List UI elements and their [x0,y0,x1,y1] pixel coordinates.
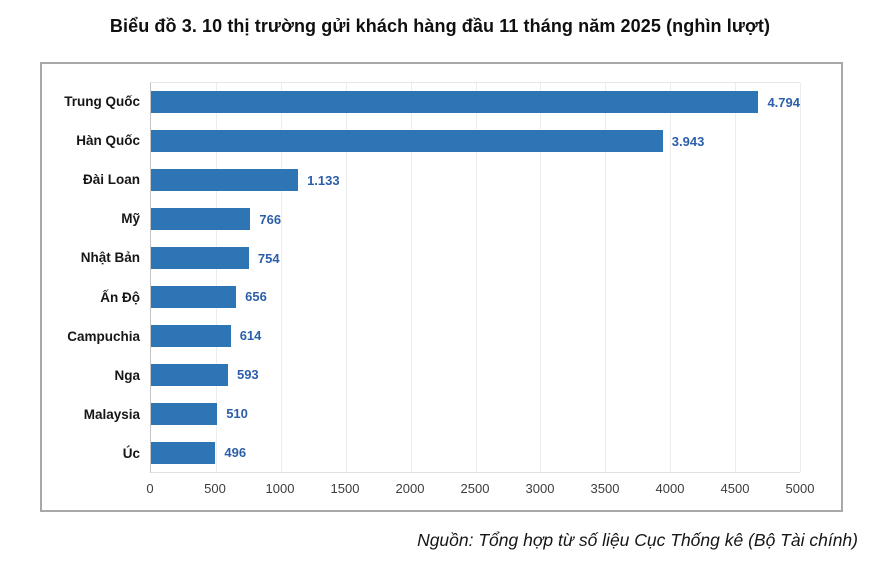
x-axis: 0 500 1000 1500 2000 2500 3000 3500 4000 4500 5000 [146,473,814,505]
chart-card: Trung Quốc Hàn Quốc Đài Loan Mỹ Nhật Bản Ấn Đ… [40,62,843,512]
bar [151,402,218,425]
bar [151,324,231,347]
bar-row: 754 [151,239,800,278]
category-label: Nga [114,367,140,383]
category-label: Úc [122,445,140,461]
bar [151,91,759,114]
category-label: Mỹ [121,211,140,227]
x-tick-label: 4500 [720,481,750,496]
bar [151,130,663,153]
value-label: 656 [245,289,267,305]
x-tick-label: 2000 [395,481,425,496]
value-label: 754 [257,250,280,266]
bar-row: 3.943 [151,122,800,161]
value-label: 4.794 [767,94,800,110]
bar-row: 510 [151,394,800,433]
bar-row: 1.133 [151,161,800,200]
bar [151,441,216,464]
x-tick-label: 3500 [590,481,620,496]
bar-rows: 4.794 3.943 1.133 766 754 656 614 593 510 496 [151,83,800,472]
gridline [800,83,801,472]
bar-row: 766 [151,200,800,239]
gridline [410,83,412,472]
gridline [215,83,217,472]
category-label: Malaysia [83,406,140,422]
gridline [345,83,347,472]
x-tick-label: 500 [204,481,226,496]
category-label: Ấn Độ [100,289,140,305]
value-label: 510 [226,406,248,422]
bar [151,363,228,386]
bar [151,285,237,308]
category-label: Hàn Quốc [76,133,140,149]
bar-row: 614 [151,316,800,355]
bar-row: 4.794 [151,83,800,122]
gridline [735,83,737,472]
x-tick-label: 1000 [265,481,295,496]
gridline [670,83,672,472]
value-label: 496 [224,445,247,461]
gridline [540,83,542,472]
bar [151,208,251,231]
value-label: 3.943 [671,133,705,149]
category-axis: Trung Quốc Hàn Quốc Đài Loan Mỹ Nhật Bản Ấn Đ… [42,82,140,473]
chart-title: Biểu đồ 3. 10 thị trường gửi khách hàng … [109,16,771,36]
bar-row: 593 [151,355,800,394]
gridline [475,83,477,472]
x-tick-label: 2500 [460,481,490,496]
gridline [280,83,282,472]
gridline [605,83,607,472]
category-label: Campuchia [67,328,140,344]
x-tick-label: 5000 [785,481,815,496]
bar [151,247,249,270]
plot-area: 4.794 3.943 1.133 766 754 656 614 593 510 496 [150,82,801,473]
value-label: 766 [259,211,282,227]
bar [151,169,299,192]
bar-row: 656 [151,278,800,317]
category-label: Đài Loan [82,172,140,188]
category-label: Trung Quốc [64,94,140,110]
source-caption: Nguồn: Tổng hợp từ số liệu Cục Thống kê … [417,530,858,550]
value-label: 1.133 [307,172,340,188]
bar-row: 496 [151,433,800,472]
x-tick-label: 3000 [525,481,555,496]
x-tick-label: 1500 [330,481,360,496]
value-label: 614 [239,328,262,344]
x-tick-label: 4000 [655,481,685,496]
x-tick-label: 0 [146,481,154,496]
value-label: 593 [236,367,259,383]
category-label: Nhật Bản [80,250,140,266]
